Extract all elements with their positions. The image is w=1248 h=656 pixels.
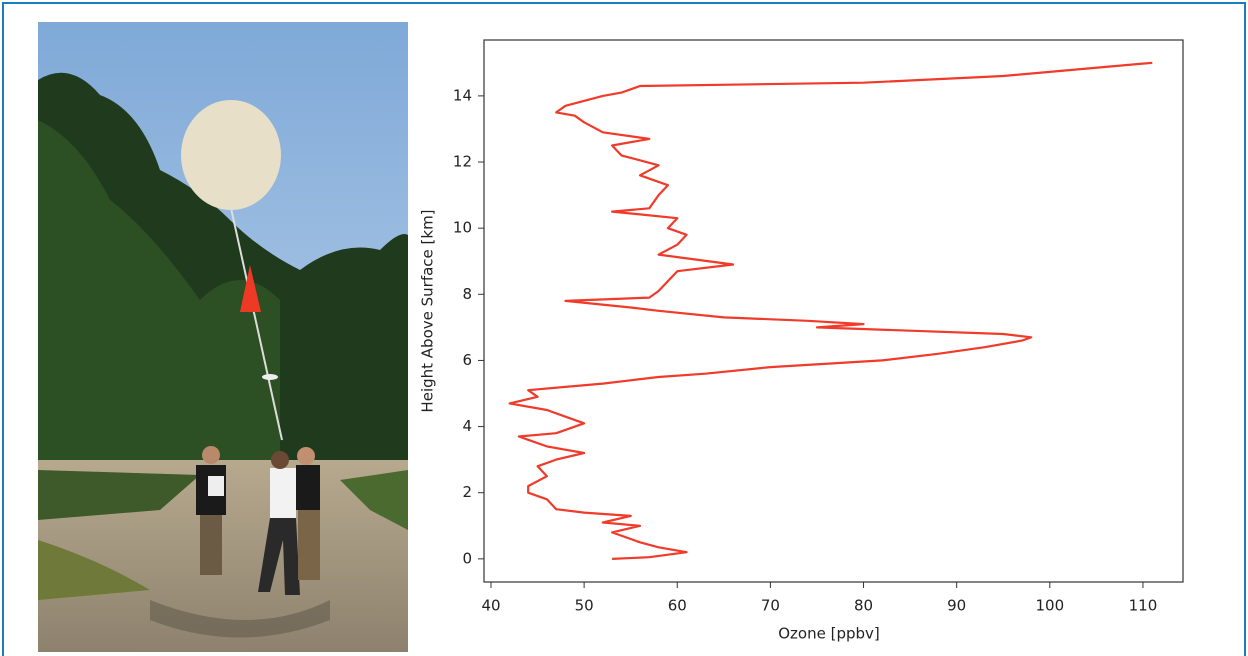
y-tick-label: 0 — [462, 549, 472, 567]
y-tick-label: 12 — [453, 153, 472, 171]
x-tick-label: 80 — [854, 597, 873, 615]
y-axis-label: Height Above Surface [km] — [419, 209, 437, 412]
y-tick-label: 6 — [462, 351, 472, 369]
photo — [38, 22, 408, 652]
ozone-line — [508, 61, 1153, 560]
x-tick-label: 110 — [1129, 597, 1158, 615]
y-tick-label: 2 — [462, 483, 472, 501]
x-tick-label: 60 — [668, 597, 687, 615]
plot-area — [483, 39, 1184, 583]
y-tick-label: 8 — [462, 285, 472, 303]
x-axis-label: Ozone [ppbv] — [778, 625, 880, 643]
y-tick-label: 10 — [453, 219, 472, 237]
x-tick-label: 90 — [947, 597, 966, 615]
x-tick-label: 40 — [481, 597, 500, 615]
x-tick-label: 70 — [761, 597, 780, 615]
x-tick-label: 100 — [1035, 597, 1064, 615]
x-tick-label: 50 — [575, 597, 594, 615]
y-tick-label: 14 — [453, 86, 472, 104]
y-tick-label: 4 — [462, 417, 472, 435]
